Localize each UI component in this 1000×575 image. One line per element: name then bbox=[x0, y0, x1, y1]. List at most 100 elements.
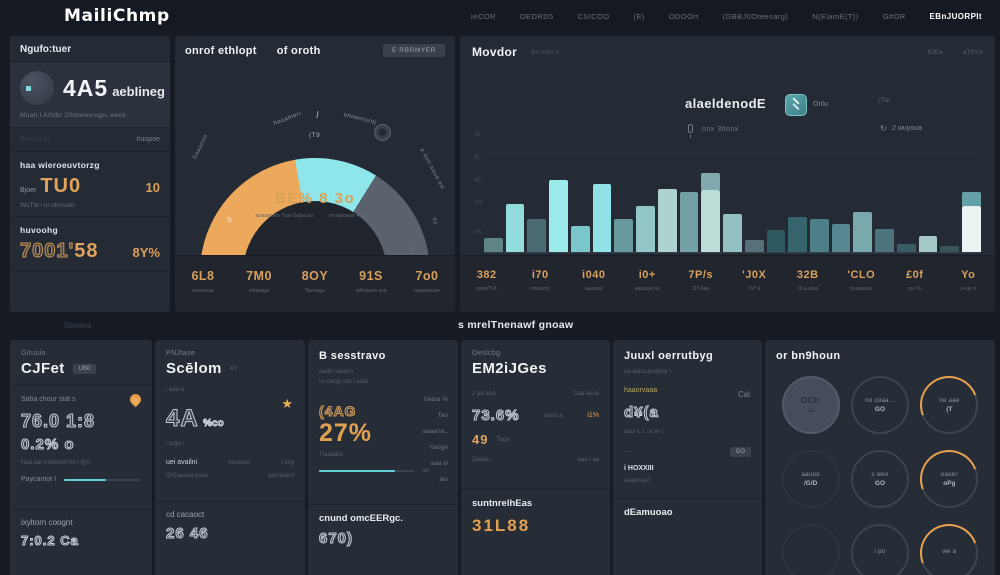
nav-item[interactable]: CSICOO bbox=[577, 11, 610, 21]
brush-icon-button[interactable] bbox=[785, 94, 807, 116]
nav-item[interactable]: IeCOR bbox=[470, 11, 496, 21]
bar bbox=[679, 192, 699, 252]
newsletter-filter-row[interactable]: Euwba ta Iruopoe bbox=[10, 128, 170, 152]
bar-segment bbox=[592, 184, 612, 252]
nav-item[interactable]: EBnJUORPIt bbox=[929, 11, 982, 21]
ring-label-1: s weo bbox=[871, 471, 889, 478]
c2-row1-left: uei availni bbox=[166, 459, 198, 466]
c2-big-number: 4A bbox=[166, 405, 199, 433]
card-cjfet: Gituoio CJFet UB0 Saba chour stat s 76.0… bbox=[10, 340, 152, 575]
c2-row1-extra: i avg bbox=[281, 459, 294, 466]
bar-segment bbox=[766, 230, 786, 252]
c5-chip: GO bbox=[729, 447, 751, 457]
star-icon[interactable]: ★ bbox=[281, 396, 293, 411]
ring-widget: i po bbox=[850, 524, 909, 575]
stat-value: 32B bbox=[796, 269, 819, 281]
gauge-filter-badge[interactable]: E RBRMYER bbox=[382, 44, 445, 57]
metric2-label: huvoohg bbox=[20, 225, 58, 235]
c4-number-1: 73.6% bbox=[472, 407, 520, 425]
gauge-stat: 6L8 woaaoaa bbox=[175, 256, 231, 312]
monitor-panel: Movdor BA mp2 a 92Ea aT9Yw alaeldenodE o… bbox=[460, 36, 995, 312]
bar-segment bbox=[679, 192, 699, 252]
c3-right-item: hataa % bbox=[424, 396, 448, 403]
card-scelom: PNJtase Scēlom 43 i aoo a ★ 4A %co i a.g… bbox=[155, 340, 305, 575]
nav-item[interactable]: ODOOrt bbox=[668, 11, 699, 21]
chart-center-sub: onx 30onx bbox=[702, 126, 739, 133]
bar-segment bbox=[788, 217, 808, 252]
gauge-stat: 8OY Taovagu bbox=[287, 256, 343, 312]
metric2-value-outline: 7001' bbox=[19, 240, 75, 263]
c6-title: or bn9houn bbox=[776, 350, 841, 362]
nav-item[interactable]: (E) bbox=[633, 11, 645, 21]
stat-value: 7o0 bbox=[415, 269, 439, 283]
c3-footer-label: cnund omcEERgc. bbox=[319, 513, 403, 524]
monitor-header-link-2[interactable]: aT9Yw bbox=[962, 48, 983, 56]
card-counting: Juuxl oerrutbyg oa aaua puobrar i haaorv… bbox=[613, 340, 762, 575]
card-emailjoes: Oeslcbg EM2iJGes 2 aa aoa Caa aoua 73.6%… bbox=[461, 340, 610, 575]
y-axis-tick: 40 bbox=[474, 178, 481, 184]
bar bbox=[592, 184, 612, 252]
bar-segment bbox=[570, 226, 590, 252]
ring-label-1: we a bbox=[942, 549, 957, 555]
logo[interactable]: MailiChmp bbox=[64, 6, 170, 26]
newsletter-metric-2: huvoohg 7001' 58 8Y% bbox=[10, 217, 170, 271]
bar-segment bbox=[810, 219, 829, 252]
c1-progress-bar bbox=[64, 478, 141, 481]
bar bbox=[701, 173, 721, 252]
flame-icon bbox=[127, 391, 144, 408]
metric2-side-value: 8Y% bbox=[132, 245, 160, 260]
stat-label: r+oar o bbox=[960, 286, 977, 292]
nav-item[interactable]: OEDRD5 bbox=[519, 11, 554, 21]
calendar-icon[interactable]: Cal bbox=[737, 390, 750, 399]
c2-badge: 43 bbox=[229, 365, 237, 372]
c5-number: d¥(a bbox=[624, 404, 659, 422]
stat-label: aaoaaot au bbox=[634, 286, 660, 292]
ring-widget: oaoer oPg bbox=[920, 450, 979, 508]
bar-segment bbox=[527, 219, 547, 252]
bar-segment bbox=[484, 238, 503, 252]
filter-left-label: Euwba ta bbox=[20, 136, 50, 143]
stat-label: woaaoaa bbox=[191, 288, 215, 294]
bar bbox=[875, 229, 894, 252]
bar-segment bbox=[505, 204, 525, 252]
stat-label: whoaaro ara bbox=[355, 288, 387, 294]
c4-footer-value: 31L88 bbox=[472, 516, 531, 535]
gauge-ring-icon bbox=[374, 124, 391, 141]
bar-segment bbox=[744, 240, 764, 252]
card-sesstravo: B sesstravo oaall i aeaon us oang can i … bbox=[308, 340, 458, 575]
stat-value: 382 bbox=[476, 269, 497, 281]
c5-title: Juuxl oerrutbyg bbox=[624, 350, 714, 362]
c4-number-2: 49 bbox=[472, 432, 489, 447]
ring-widget bbox=[781, 524, 840, 575]
stat-label: auaoaw bbox=[584, 286, 603, 292]
metric1-caption: WuTbi i ur ubrvaeb bbox=[20, 202, 75, 209]
c3-right-item: Tao bbox=[437, 412, 448, 419]
ring-widget: s weo GO bbox=[850, 450, 909, 508]
nav-item[interactable]: (GBBJ0Oteesarg) bbox=[722, 11, 789, 21]
gauge-stat: 7o0 oaaaaoam bbox=[399, 256, 455, 312]
ring-widget: OCIr aa bbox=[781, 376, 840, 434]
c5-dash: — bbox=[624, 449, 630, 455]
bar bbox=[940, 246, 960, 252]
bar bbox=[614, 219, 634, 252]
stat-value: 7P/s bbox=[688, 269, 714, 281]
c1-number-2: 0.2% o bbox=[21, 436, 75, 454]
y-axis-tick: (% bbox=[474, 230, 482, 236]
nav-item[interactable]: G#OR bbox=[882, 11, 906, 21]
monitor-stats: 382 rowurTUL i70 rmaaerty i040 auaoaw i0+ aaoaa… bbox=[460, 255, 995, 312]
c3-right-item: aio bbox=[439, 476, 448, 483]
bar-segment bbox=[549, 180, 568, 252]
c3-progress-bar bbox=[319, 470, 415, 472]
refresh-icon[interactable]: ↻ bbox=[880, 124, 887, 133]
stat-value: i70 bbox=[531, 269, 549, 281]
hero-unit: aebIineg bbox=[112, 83, 165, 99]
c4-right-small: aaa i aa bbox=[577, 457, 599, 463]
c1-row-label: Saba chour stat s bbox=[21, 396, 76, 403]
gauge-chart: Saaaooo hooameri unoanruroj (T9 a auo aa… bbox=[175, 66, 455, 255]
newsletter-title: Ngufo:tuer bbox=[20, 44, 72, 55]
chart-gridline bbox=[488, 152, 981, 153]
monitor-header-link-1[interactable]: 92Ea bbox=[927, 48, 943, 56]
gauge-stat: 91S whoaaro ara bbox=[343, 256, 399, 312]
monitor-stat: 'J0X ToT a bbox=[728, 256, 782, 312]
nav-item[interactable]: N(EiamE(T)) bbox=[812, 11, 859, 21]
